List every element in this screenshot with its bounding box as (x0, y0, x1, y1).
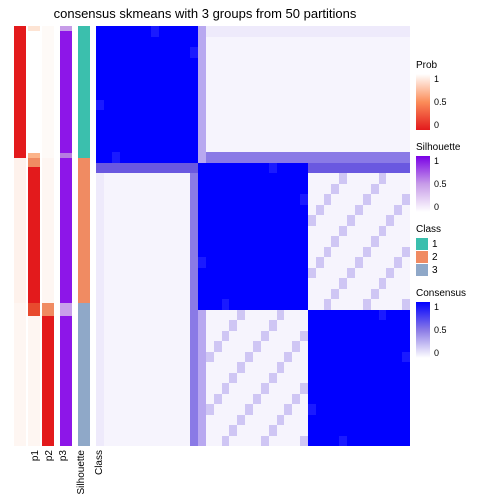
axis-label-p3: p3 (58, 450, 69, 461)
annot-silhouette (60, 26, 72, 446)
plot-area (14, 26, 410, 446)
legend-class: Class123 (416, 224, 502, 276)
legend-silhouette: Silhouette10.50 (416, 142, 502, 212)
annot-class (78, 26, 90, 446)
consensus-heatmap (96, 26, 410, 446)
page-title: consensus skmeans with 3 groups from 50 … (0, 6, 410, 21)
axis-labels: p1p2p3 Silhouette Class (14, 448, 410, 498)
axis-label-p2: p2 (44, 450, 55, 461)
annot-p2 (28, 26, 40, 446)
annot-p1 (14, 26, 26, 446)
legend-consensus: Consensus10.50 (416, 288, 502, 358)
axis-label-class: Class (94, 450, 105, 475)
annot-p3 (42, 26, 54, 446)
axis-label-silhouette: Silhouette (76, 450, 87, 494)
axis-label-p1: p1 (30, 450, 41, 461)
legends-panel: Prob10.50 Silhouette10.50 Class123 Consensu… (416, 60, 502, 370)
legend-prob: Prob10.50 (416, 60, 502, 130)
